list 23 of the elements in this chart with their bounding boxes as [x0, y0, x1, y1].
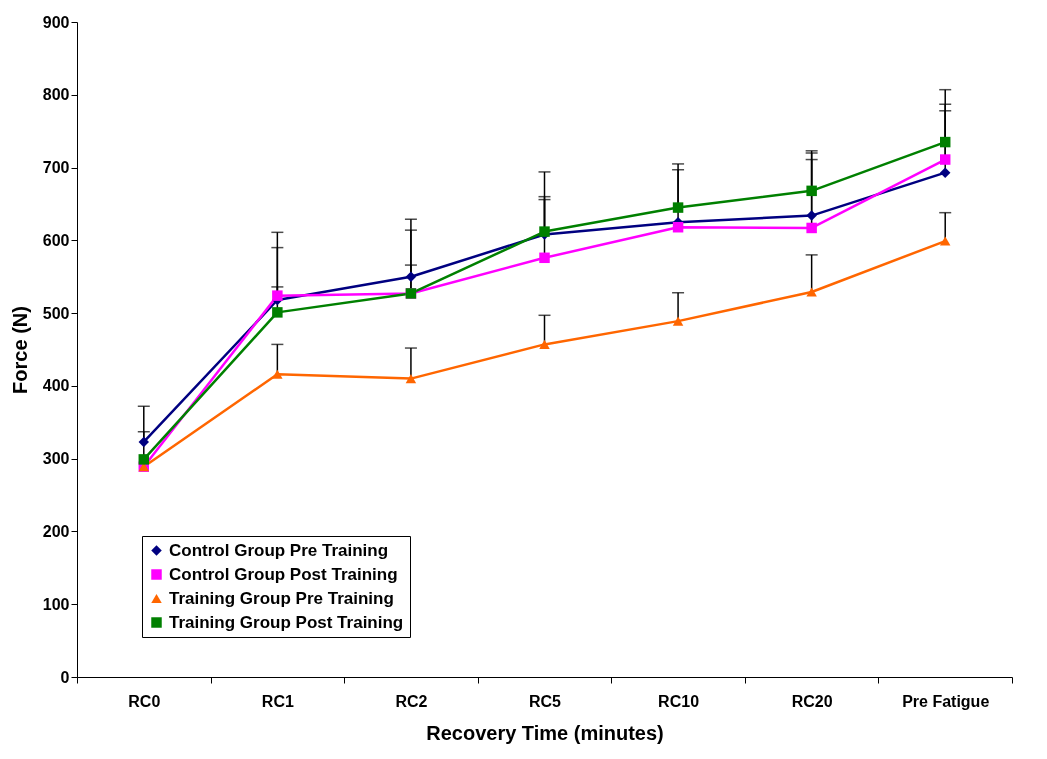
- y-tick-label: 400: [42, 377, 70, 395]
- y-tick-label: 0: [60, 668, 70, 686]
- y-tick-label: 600: [42, 231, 70, 249]
- y-tick-label: 700: [42, 159, 70, 177]
- x-tick-label: RC10: [658, 692, 700, 710]
- y-tick-label: 100: [42, 595, 70, 613]
- y-axis-title: Force (N): [8, 306, 31, 394]
- legend-label: Training Group Pre Training: [169, 588, 394, 608]
- x-tick-label: RC1: [261, 692, 294, 710]
- legend-label: Control Group Pre Training: [169, 540, 389, 560]
- legend-label: Training Group Post Training: [169, 612, 404, 632]
- legend-label: Control Group Post Training: [169, 564, 398, 584]
- x-tick-label: Pre Fatigue: [902, 692, 990, 710]
- y-tick-label: 500: [42, 304, 70, 322]
- x-tick-label: RC2: [395, 692, 428, 710]
- y-tick-label: 200: [42, 522, 70, 540]
- y-tick-label: 300: [42, 450, 70, 468]
- x-tick-label: RC20: [791, 692, 833, 710]
- x-axis-title: Recovery Time (minutes): [426, 721, 664, 744]
- y-tick-label: 900: [42, 13, 70, 31]
- x-tick-label: RC5: [528, 692, 562, 710]
- x-tick-label: RC0: [128, 692, 161, 710]
- y-tick-label: 800: [42, 86, 70, 104]
